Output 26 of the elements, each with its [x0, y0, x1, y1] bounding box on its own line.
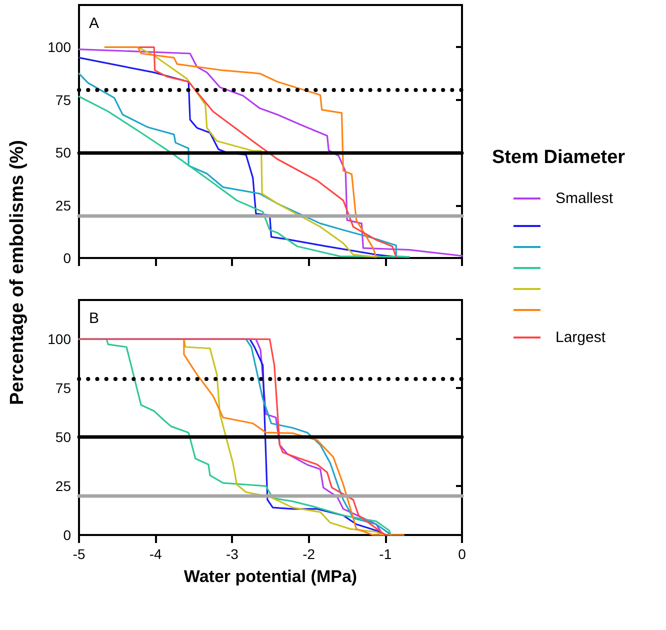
y-tick-label: 25 — [55, 197, 72, 214]
y-tick-label: 25 — [55, 478, 72, 494]
text: A — [89, 15, 100, 32]
x-tick-label: -4 — [149, 546, 162, 562]
y-tick-label: 0 — [63, 527, 72, 543]
y-axis-title: Percentage of embolisms (%) — [7, 140, 28, 406]
line-series — [104, 46, 378, 258]
x-axis-title: Water potential (MPa) — [184, 567, 358, 586]
y-tick-label: 100 — [48, 331, 72, 348]
legend-label: Largest — [555, 329, 606, 346]
x-tick-label: 0 — [458, 546, 466, 562]
x-tick-label: -1 — [379, 546, 392, 562]
legend-label: Smallest — [555, 190, 614, 207]
text: B — [89, 310, 100, 327]
x-tick-label: -2 — [302, 546, 316, 562]
y-tick-label: 0 — [63, 250, 72, 266]
x-tick-label: -5 — [72, 546, 86, 562]
y-tick-label: 75 — [55, 380, 72, 396]
y-tick-label: 75 — [55, 92, 72, 108]
y-tick-label: 50 — [55, 144, 72, 161]
y-tick-label: 100 — [48, 39, 72, 56]
y-tick-label: 50 — [55, 429, 72, 446]
legend-title: Stem Diameter — [492, 147, 626, 168]
line-series — [138, 46, 397, 258]
x-tick-label: -3 — [226, 546, 239, 562]
line-series — [78, 48, 463, 257]
